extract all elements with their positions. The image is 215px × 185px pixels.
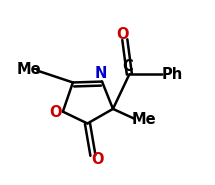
Text: O: O <box>91 152 104 167</box>
Text: Me: Me <box>132 112 156 127</box>
Text: O: O <box>49 105 62 120</box>
Text: C: C <box>122 60 133 75</box>
Text: Me: Me <box>17 62 41 77</box>
Text: Ph: Ph <box>161 67 183 82</box>
Text: N: N <box>95 66 107 81</box>
Text: O: O <box>116 27 128 42</box>
